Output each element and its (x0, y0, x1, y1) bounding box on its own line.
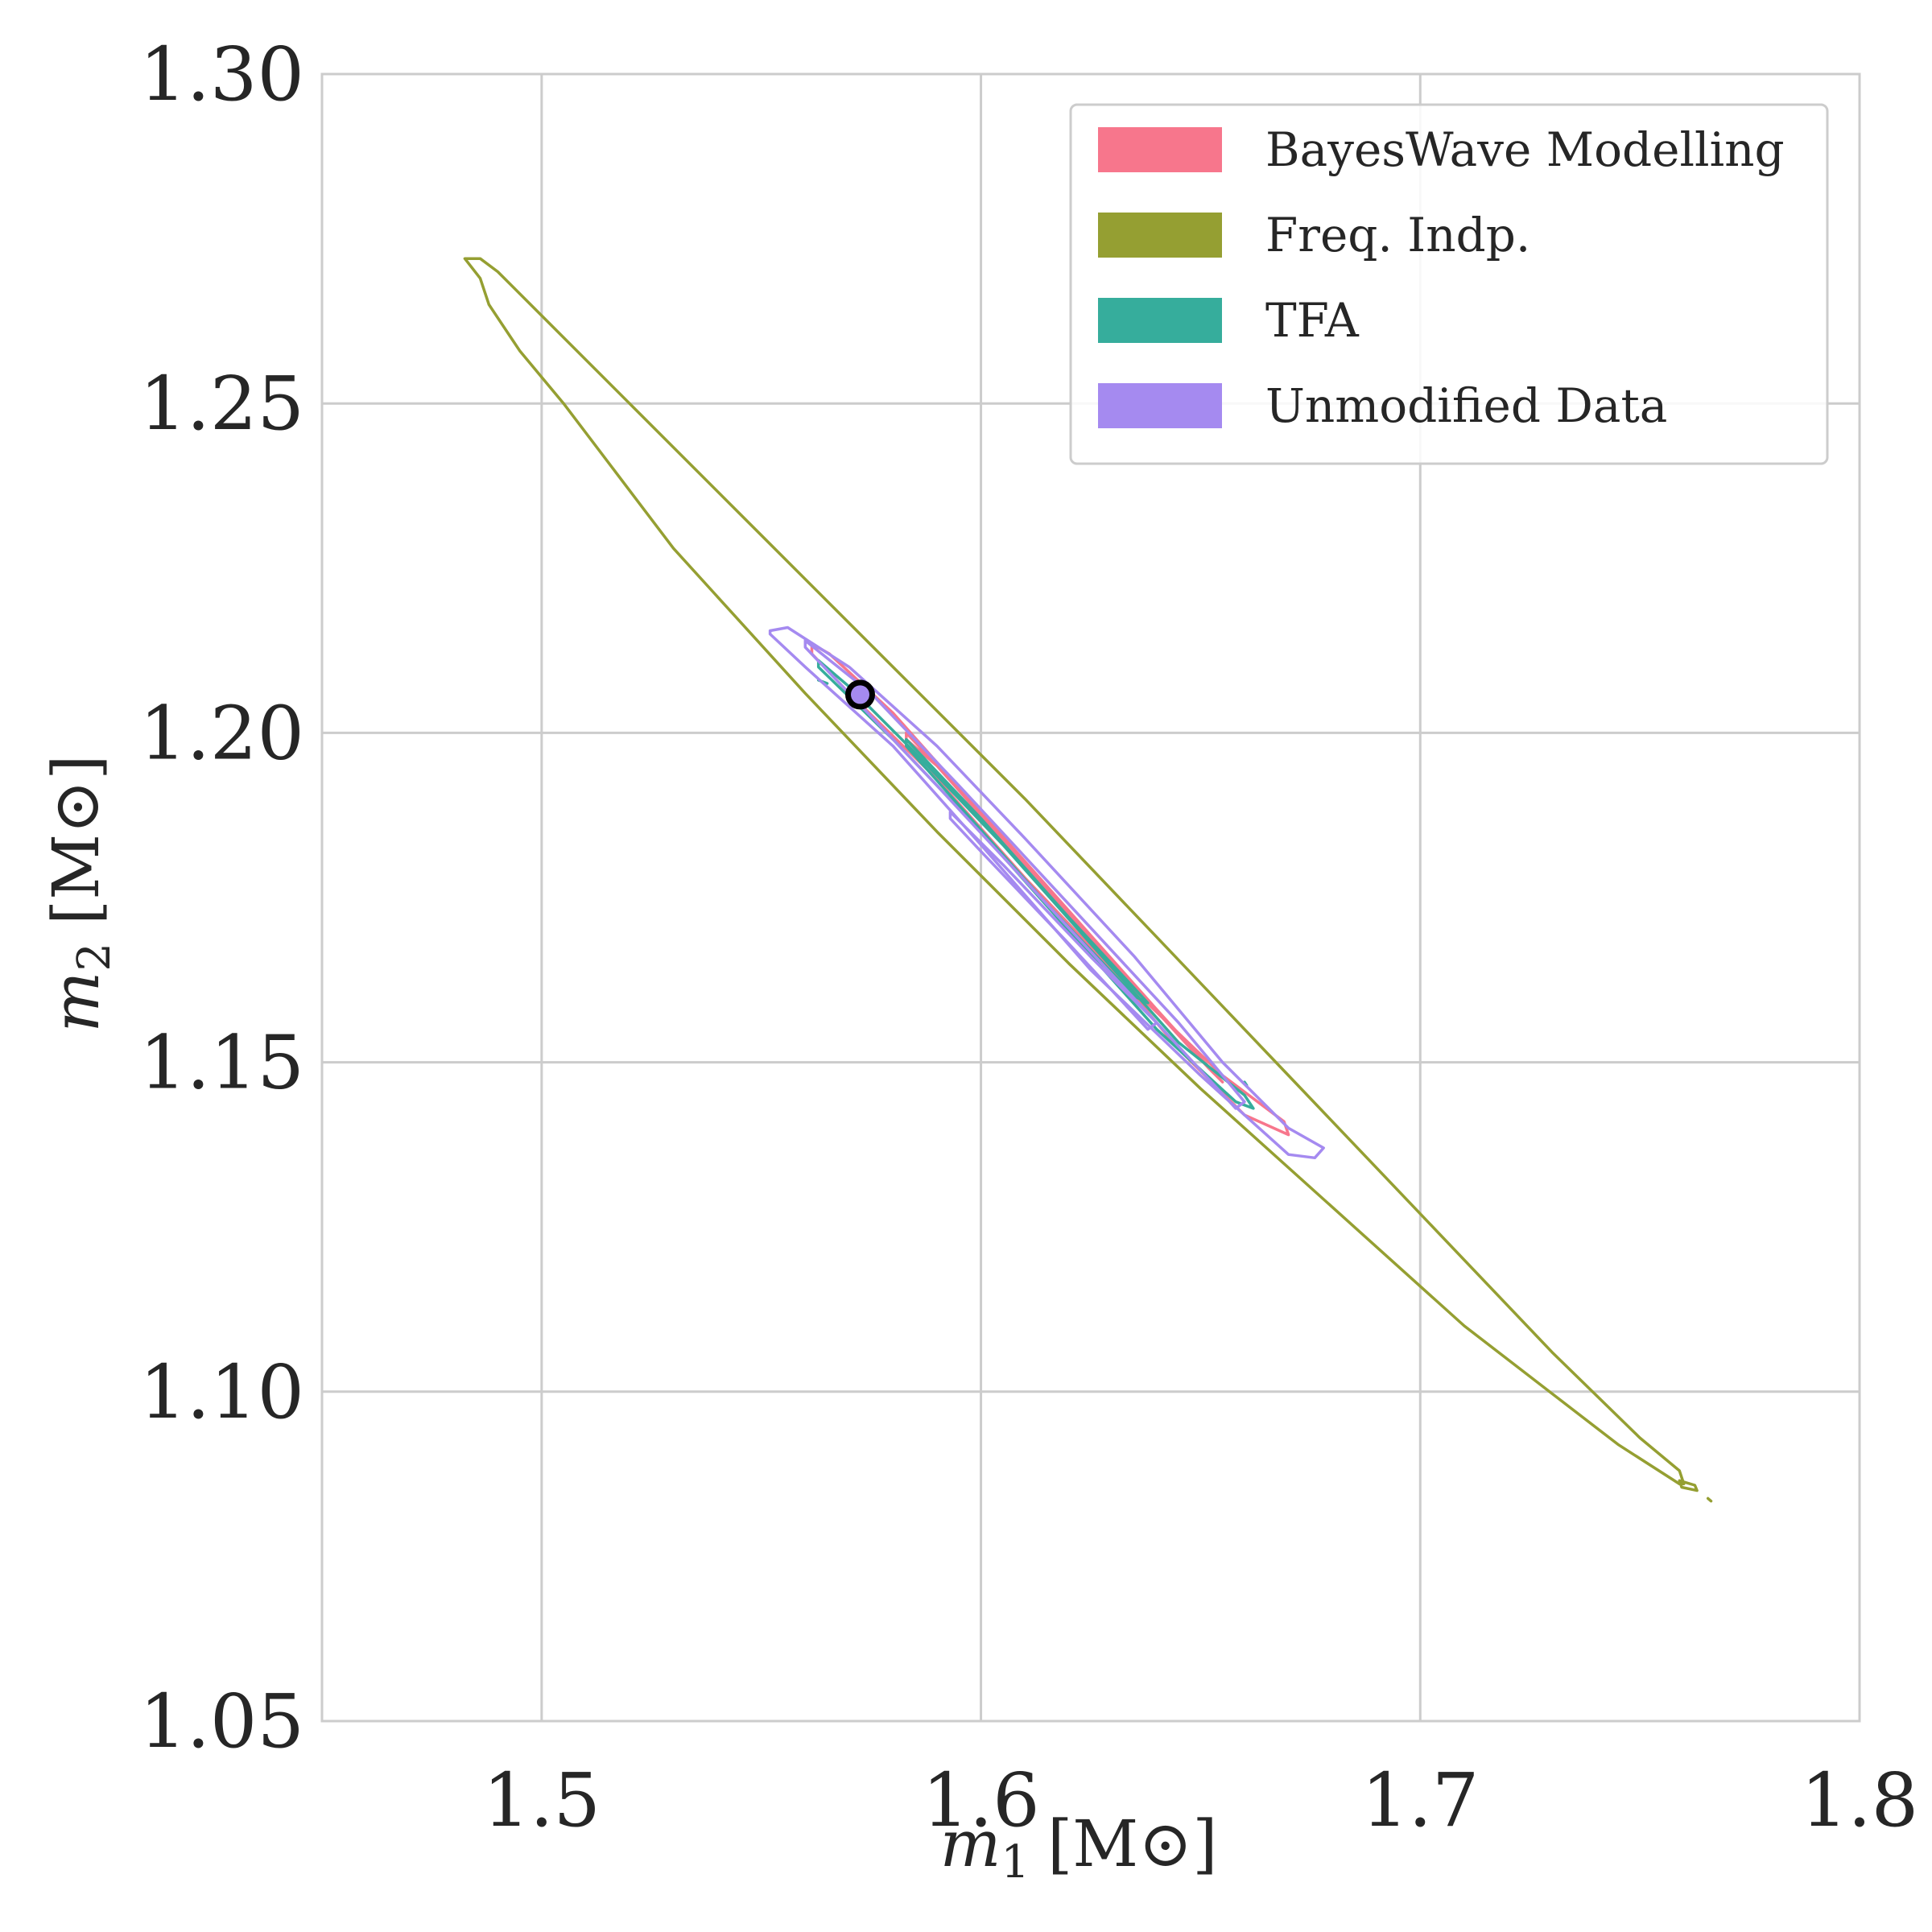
marker-layer (845, 679, 875, 710)
y-tick-label: 1.30 (139, 31, 304, 118)
legend: BayesWave Modelling Freq. Indp. TFA Unmodif… (1069, 103, 1829, 465)
contour-line (905, 737, 1150, 1005)
true-value-marker (845, 679, 875, 710)
contour-line (948, 810, 1158, 1031)
legend-label: TFA (1265, 293, 1360, 348)
legend-swatch (1098, 298, 1222, 343)
y-tick-label: 1.10 (139, 1349, 304, 1435)
legend-label: Freq. Indp. (1265, 208, 1530, 262)
y-tick-label: 1.20 (139, 690, 304, 776)
plot-frame (320, 72, 1861, 1723)
legend-label: BayesWave Modelling (1265, 122, 1785, 177)
contour-line (1706, 1496, 1713, 1503)
contour-line (803, 639, 1246, 1110)
x-tick-label: 1.5 (483, 1757, 601, 1843)
legend-swatch (1098, 127, 1222, 172)
x-axis-label: m1 [M⊙] (940, 1806, 1218, 1889)
x-tick-label: 1.6 (922, 1757, 1039, 1843)
legend-items: BayesWave Modelling Freq. Indp. TFA Unmodif… (1098, 122, 1785, 433)
legend-frame (1069, 103, 1829, 465)
y-tick-label: 1.05 (139, 1678, 304, 1765)
x-tick-label: 1.8 (1801, 1757, 1918, 1843)
contour-series-freq-indp- (463, 257, 1713, 1503)
y-axis-label: m2[M⊙] (39, 755, 121, 1033)
contour-line (768, 625, 1325, 1160)
contour-line (905, 731, 1224, 1084)
contour-series (463, 257, 1713, 1503)
legend-swatch (1098, 383, 1222, 428)
legend-swatch (1098, 213, 1222, 258)
y-tick-label: 1.25 (139, 361, 304, 447)
y-tick-label: 1.15 (139, 1020, 304, 1106)
legend-label: Unmodified Data (1265, 378, 1667, 433)
x-tick-label: 1.7 (1361, 1757, 1479, 1843)
tick-labels: 1.5 1.6 1.7 1.8 1.05 1.10 1.15 1.20 1.25 1.30 (139, 31, 1918, 1843)
contour-line (1678, 1479, 1699, 1492)
